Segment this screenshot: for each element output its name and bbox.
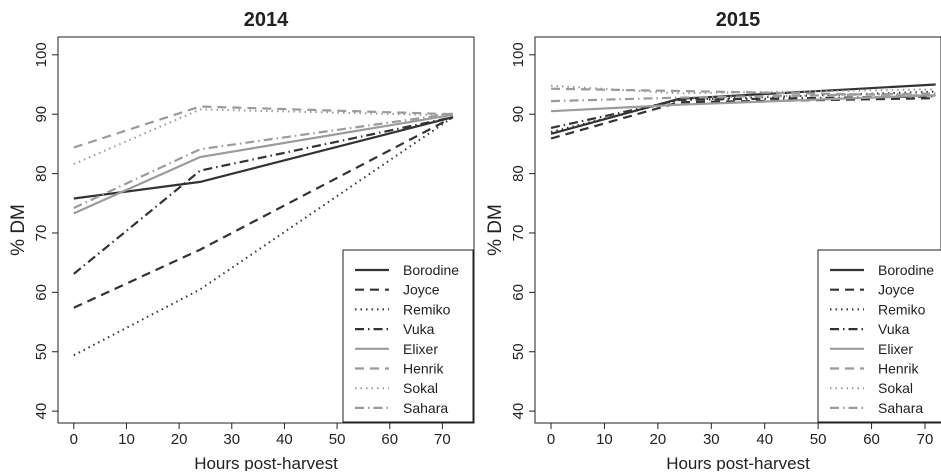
y-tick-label: 80 <box>510 165 527 182</box>
y-tick-label: 50 <box>510 343 527 360</box>
x-tick-label: 70 <box>917 431 934 448</box>
chart-panel-2014: 2014 0 10 20 30 40 50 60 70 40 50 60 70 80 90 100 Hours … <box>8 9 475 473</box>
y-tick-label: 100 <box>33 42 50 67</box>
chart-title: 2015 <box>716 9 761 31</box>
legend-label: Borodine <box>403 262 459 278</box>
legend: Borodine Joyce Remiko Vuka Elixer Henrik Sokal… <box>817 249 941 423</box>
x-tick-label: 70 <box>434 431 451 448</box>
legend-label: Vuka <box>878 321 910 337</box>
chart-panel-2015: 2015 0 10 20 30 40 50 60 70 40 50 60 70 80 90 100 Hours … <box>485 9 941 473</box>
series-line-henrik <box>73 105 453 149</box>
y-tick-label: 40 <box>33 403 50 420</box>
x-tick-label: 20 <box>171 431 188 448</box>
legend-label: Remiko <box>403 301 451 317</box>
x-tick-label: 50 <box>810 431 827 448</box>
chart-title: 2014 <box>244 9 289 31</box>
legend-label: Remiko <box>878 301 926 317</box>
legend-label: Henrik <box>878 361 919 377</box>
legend-label: Elixer <box>403 341 438 357</box>
x-tick-label: 30 <box>703 431 720 448</box>
legend-label: Sokal <box>403 380 438 396</box>
series-line-sokal <box>73 108 453 166</box>
legend-label: Borodine <box>878 262 934 278</box>
series-line-elixer <box>550 94 936 113</box>
series-line-vuka <box>73 116 454 275</box>
x-tick-label: 10 <box>118 431 135 448</box>
x-tick-label: 60 <box>381 431 398 448</box>
x-tick-label: 20 <box>650 431 667 448</box>
x-tick-label: 60 <box>863 431 880 448</box>
y-axis-label: % DM <box>8 204 29 256</box>
y-tick-label: 70 <box>510 225 527 242</box>
legend-label: Sahara <box>403 400 448 416</box>
x-tick-label: 40 <box>756 431 773 448</box>
x-tick-label: 10 <box>596 431 613 448</box>
legend-label: Elixer <box>878 341 913 357</box>
x-tick-label: 30 <box>223 431 240 448</box>
y-axis-label: % DM <box>485 204 506 256</box>
legend-label: Sahara <box>878 400 923 416</box>
y-tick-label: 80 <box>33 165 50 182</box>
y-tick-label: 90 <box>510 106 527 123</box>
series-line-sahara <box>550 92 936 103</box>
y-tick-label: 50 <box>33 343 50 360</box>
y-tick-label: 60 <box>33 284 50 301</box>
y-tick-label: 90 <box>33 106 50 123</box>
legend-label: Sokal <box>878 380 913 396</box>
y-tick-label: 100 <box>510 42 527 67</box>
x-tick-label: 50 <box>329 431 346 448</box>
plot-frame <box>534 36 941 424</box>
legend-label: Joyce <box>403 282 440 298</box>
legend-label: Joyce <box>878 282 915 298</box>
series-line-joyce <box>550 97 936 140</box>
series-line-borodine <box>73 116 454 200</box>
x-axis-label: Hours post-harvest <box>194 454 338 471</box>
series-line-sahara <box>73 112 454 209</box>
series-line-joyce <box>73 116 454 309</box>
y-tick-label: 60 <box>510 284 527 301</box>
x-axis-label: Hours post-harvest <box>666 454 810 471</box>
legend-label: Vuka <box>403 321 435 337</box>
series-line-elixer <box>73 113 454 215</box>
x-tick-label: 40 <box>276 431 293 448</box>
y-tick-label: 40 <box>510 403 527 420</box>
legend-label: Henrik <box>403 361 444 377</box>
x-tick-label: 0 <box>547 431 555 448</box>
plot-frame <box>57 36 475 424</box>
y-tick-label: 70 <box>33 225 50 242</box>
legend-box <box>342 249 474 423</box>
x-tick-label: 0 <box>70 431 78 448</box>
legend-box <box>817 249 941 423</box>
series-line-henrik <box>550 87 936 97</box>
legend: Borodine Joyce Remiko Vuka Elixer Henrik Sokal… <box>342 249 474 423</box>
